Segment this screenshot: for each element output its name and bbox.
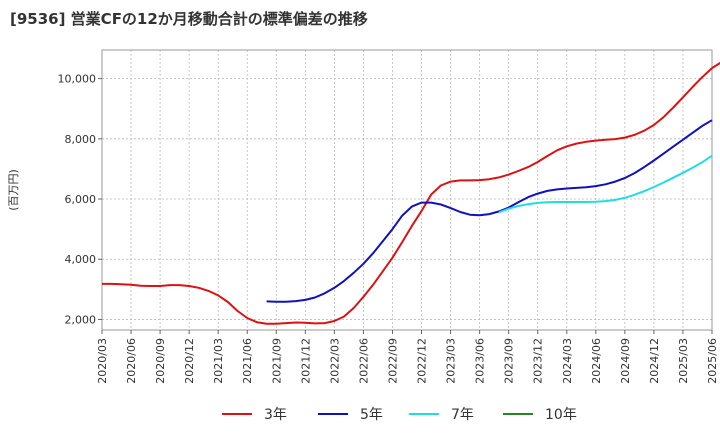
x-tick-label: 2021/06 (241, 338, 254, 384)
x-tick-label: 2024/12 (648, 338, 661, 384)
x-tick-label: 2024/03 (561, 338, 574, 384)
x-tick-label: 2025/06 (706, 338, 719, 384)
x-tick-label: 2022/09 (386, 338, 399, 384)
series-lines (102, 61, 720, 325)
axes: 2020/03 2020/06 2020/09 2020/12 2021/03 2021/… (58, 73, 720, 384)
series-line-3 (498, 154, 713, 214)
plot-frame (101, 49, 713, 331)
x-tick-label: 2021/03 (212, 338, 225, 384)
x-tick-label: 2020/09 (154, 338, 167, 384)
series-line-1 (102, 61, 720, 325)
y-axis-label: (百万円) (7, 169, 20, 211)
series-line-2 (266, 119, 713, 303)
x-tick-label: 2024/09 (619, 338, 632, 384)
chart-title: [9536] 営業CFの12か月移動合計の標準偏差の推移 (10, 10, 368, 28)
x-tick-label: 2020/12 (183, 338, 196, 384)
x-tick-label: 2022/03 (328, 338, 341, 384)
x-tick-label: 2022/06 (357, 338, 370, 384)
x-tick-label: 2023/09 (503, 338, 516, 384)
x-tick-label: 2022/12 (416, 338, 429, 384)
y-tick-label: 4,000 (65, 253, 97, 266)
grid (101, 50, 713, 330)
x-tick-label: 2025/03 (677, 338, 690, 384)
y-tick-label: 2,000 (65, 313, 97, 326)
legend: 3年 5年 7年 10年 (222, 407, 577, 423)
x-tick-label: 2020/06 (125, 338, 138, 384)
x-tick-label: 2021/09 (270, 338, 283, 384)
x-tick-label: 2023/12 (532, 338, 545, 384)
y-tick-label: 10,000 (58, 73, 97, 86)
legend-label-3: 7年 (451, 407, 474, 423)
y-tick-label: 8,000 (65, 133, 97, 146)
x-tick-label: 2024/06 (590, 338, 603, 384)
x-tick-label: 2023/03 (445, 338, 458, 384)
legend-label-4: 10年 (545, 407, 577, 423)
y-tick-label: 6,000 (65, 193, 97, 206)
legend-label-2: 5年 (360, 407, 383, 423)
x-tick-label: 2020/03 (96, 338, 109, 384)
x-tick-label: 2021/12 (299, 338, 312, 384)
x-tick-label: 2023/06 (474, 338, 487, 384)
legend-label-1: 3年 (264, 407, 287, 423)
